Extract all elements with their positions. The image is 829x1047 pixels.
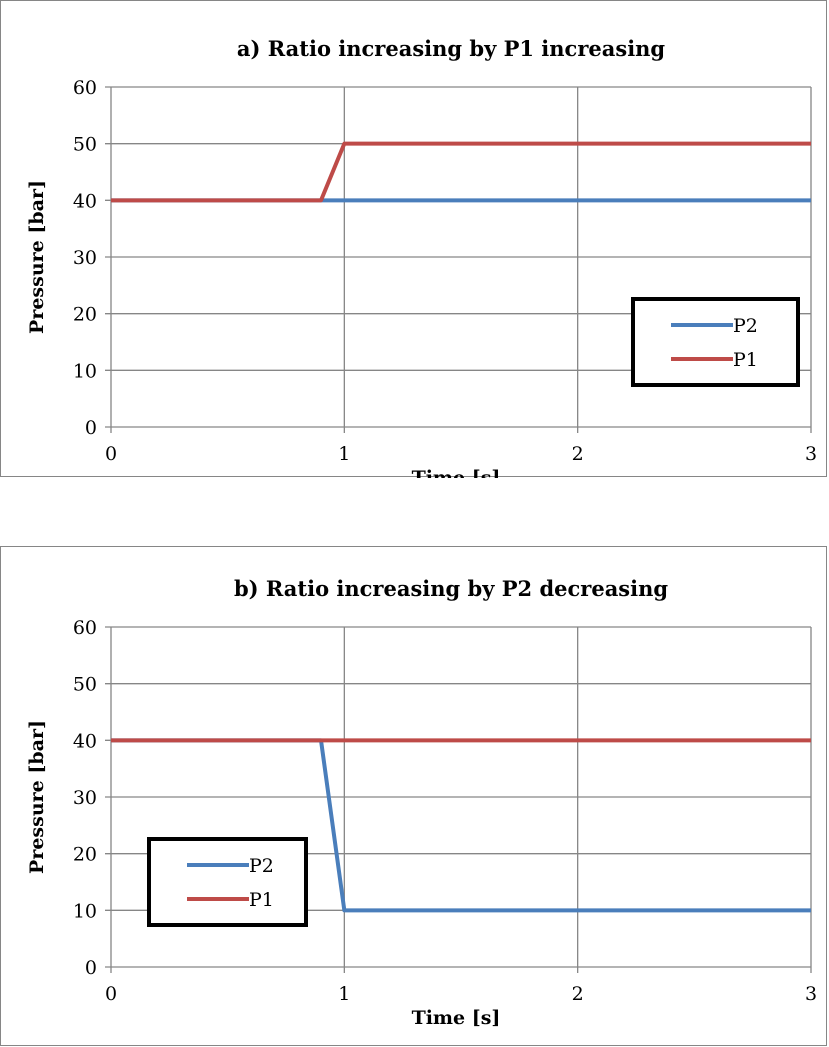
chart-a-ytick-20: 20 xyxy=(73,304,97,326)
chart-a-xtick-1: 1 xyxy=(338,443,350,465)
chart-b-legend-label-p2: P2 xyxy=(249,855,274,877)
chart-b-xtick-2: 2 xyxy=(572,983,584,1005)
chart-b-ytick-0: 0 xyxy=(85,957,97,979)
chart-b-title: b) Ratio increasing by P2 decreasing xyxy=(234,576,668,601)
chart-b-xtick-0: 0 xyxy=(105,983,117,1005)
chart-a-legend-label-p1: P1 xyxy=(733,349,758,371)
chart-b-ytick-20: 20 xyxy=(73,844,97,866)
chart-a-ytick-10: 10 xyxy=(73,360,97,382)
chart-a-ylabel: Pressure [bar] xyxy=(26,180,48,334)
chart-b-legend-box xyxy=(147,837,308,927)
chart-b-ytick-10: 10 xyxy=(73,900,97,922)
chart-b-ytick-50: 50 xyxy=(73,674,97,696)
chart-b-ytick-60: 60 xyxy=(73,617,97,639)
chart-b-xtick-3: 3 xyxy=(805,983,817,1005)
chart-a-ytick-30: 30 xyxy=(73,247,97,269)
chart-b-ytick-30: 30 xyxy=(73,787,97,809)
chart-a-svg: a) Ratio increasing by P1 increasing0102… xyxy=(26,36,817,478)
chart-b-svg: b) Ratio increasing by P2 decreasing0102… xyxy=(26,576,817,1029)
chart-a-ytick-50: 50 xyxy=(73,134,97,156)
chart-a-legend-box xyxy=(631,297,800,387)
chart-b-ytick-40: 40 xyxy=(73,730,97,752)
chart-a-ytick-0: 0 xyxy=(85,417,97,439)
chart-b-legend-label-p1: P1 xyxy=(249,889,274,911)
chart-b: b) Ratio increasing by P2 decreasing 0 10 2… xyxy=(0,546,827,1046)
chart-a-ytick-40: 40 xyxy=(73,190,97,212)
chart-a-series-p1 xyxy=(111,141,811,203)
chart-a-ytick-60: 60 xyxy=(73,77,97,99)
chart-a-title: a) Ratio increasing by P1 increasing xyxy=(237,36,666,61)
chart-a: a) Ratio increasing by P1 increasing 0 10 2… xyxy=(0,0,827,478)
chart-a-xtick-0: 0 xyxy=(105,443,117,465)
chart-a-legend-label-p2: P2 xyxy=(733,315,758,337)
chart-b-ylabel: Pressure [bar] xyxy=(26,720,48,874)
chart-b-xlabel: Time [s] xyxy=(412,1007,501,1029)
chart-b-xtick-1: 1 xyxy=(338,983,350,1005)
chart-a-xtick-2: 2 xyxy=(572,443,584,465)
chart-a-xlabel: Time [s] xyxy=(412,467,501,478)
chart-a-xtick-3: 3 xyxy=(805,443,817,465)
